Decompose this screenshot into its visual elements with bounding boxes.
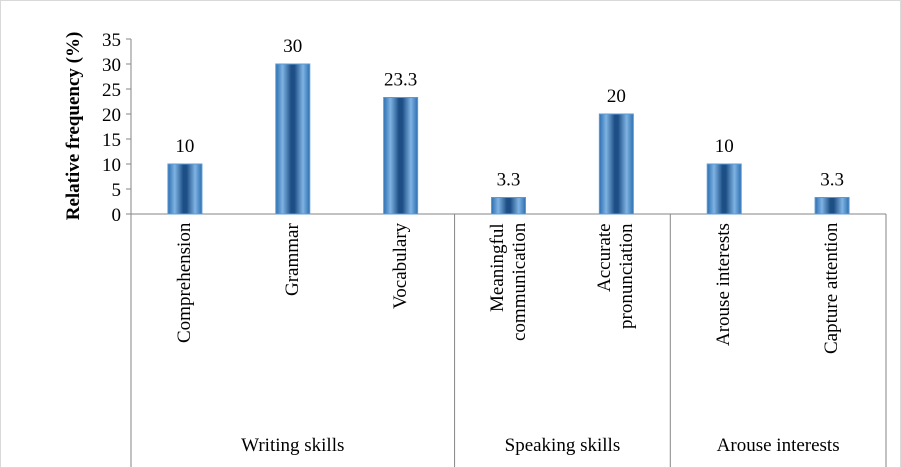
y-tick-label: 15 [102,130,121,151]
bar [814,197,850,215]
x-tick-label: Grammar [281,223,303,296]
bar [706,163,742,215]
value-label: 10 [715,136,734,157]
value-label: 23.3 [384,70,417,91]
y-tick-label: 5 [112,180,122,201]
y-tick-label: 20 [102,105,121,126]
value-label: 20 [607,86,626,107]
bar [275,63,311,215]
group-label: Speaking skills [504,435,621,456]
y-tick-label: 0 [112,205,122,226]
y-tick-label: 10 [102,155,121,176]
y-tick-label: 35 [102,30,121,51]
x-tick-label: Meaningful communication [486,223,530,342]
bar [167,163,203,215]
y-tick-label: 25 [102,80,121,101]
x-tick-label: Accurate pronunciation [594,223,638,329]
x-tick-label: Comprehension [174,223,195,344]
value-label: 30 [283,36,302,57]
group-label: Writing skills [241,435,345,456]
value-label: 3.3 [820,170,844,191]
bar [598,113,634,215]
bar [383,97,419,215]
group-label: Arouse interests [716,435,840,456]
x-tick-label: Capture attention [821,223,843,355]
value-label: 3.3 [497,170,521,191]
y-tick-label: 30 [102,55,121,76]
x-tick-label: Arouse interests [713,223,735,346]
y-axis-title: Relative frequency (%) [63,32,84,221]
value-label: 10 [175,136,194,157]
bar [491,197,526,215]
x-tick-label: Vocabulary [389,223,411,310]
